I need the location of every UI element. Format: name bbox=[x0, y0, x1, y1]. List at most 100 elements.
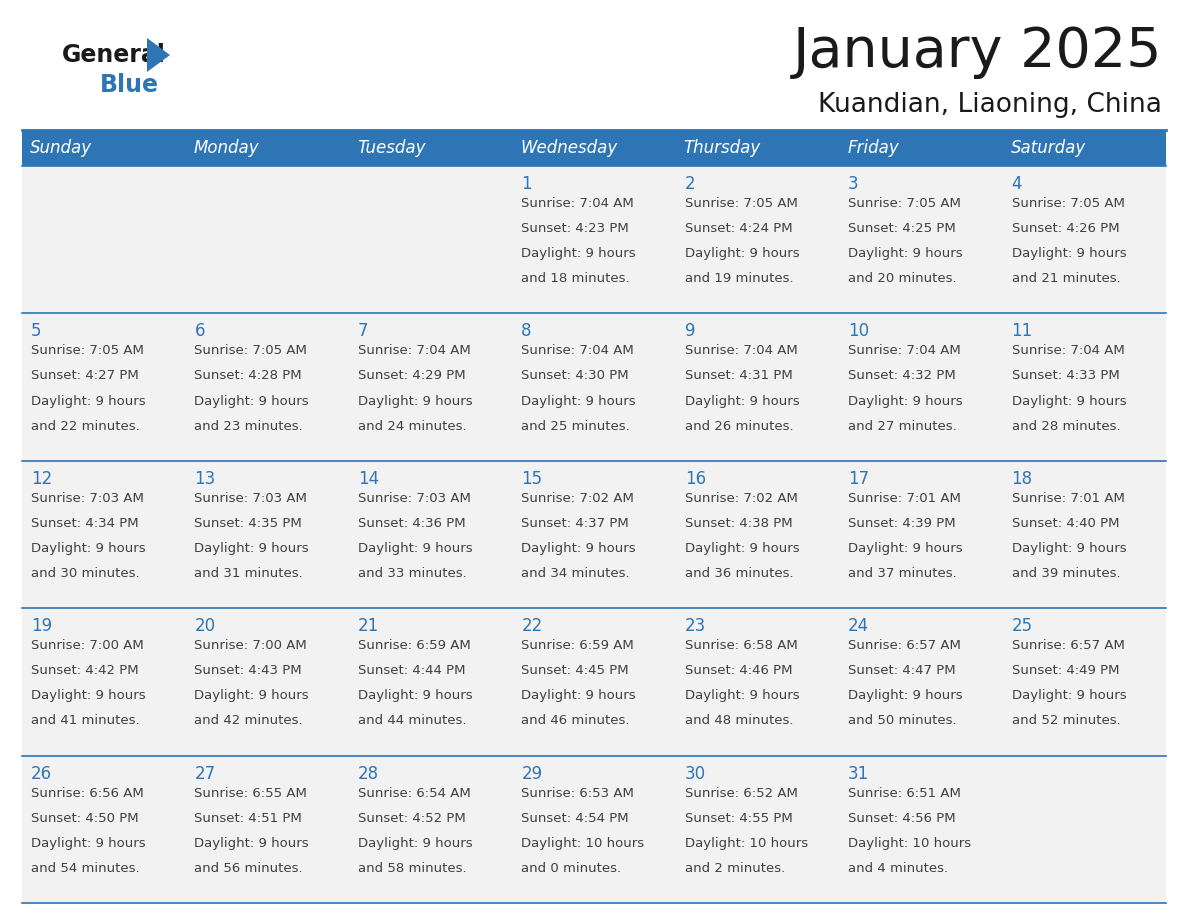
Text: Saturday: Saturday bbox=[1011, 139, 1086, 157]
Bar bbox=[185, 130, 349, 166]
Text: 28: 28 bbox=[358, 765, 379, 783]
Text: Daylight: 9 hours: Daylight: 9 hours bbox=[684, 247, 800, 260]
Text: and 2 minutes.: and 2 minutes. bbox=[684, 862, 785, 875]
Text: and 54 minutes.: and 54 minutes. bbox=[31, 862, 140, 875]
Text: Sunrise: 7:02 AM: Sunrise: 7:02 AM bbox=[522, 492, 634, 505]
Text: and 23 minutes.: and 23 minutes. bbox=[195, 420, 303, 432]
Text: 6: 6 bbox=[195, 322, 204, 341]
Text: 8: 8 bbox=[522, 322, 532, 341]
Text: Daylight: 9 hours: Daylight: 9 hours bbox=[31, 837, 146, 850]
Text: Sunset: 4:51 PM: Sunset: 4:51 PM bbox=[195, 812, 302, 824]
Text: Daylight: 9 hours: Daylight: 9 hours bbox=[1011, 247, 1126, 260]
Text: Sunrise: 7:03 AM: Sunrise: 7:03 AM bbox=[31, 492, 144, 505]
Text: Sunset: 4:49 PM: Sunset: 4:49 PM bbox=[1011, 665, 1119, 677]
Text: Sunrise: 6:54 AM: Sunrise: 6:54 AM bbox=[358, 787, 470, 800]
Text: 7: 7 bbox=[358, 322, 368, 341]
Text: Sunset: 4:30 PM: Sunset: 4:30 PM bbox=[522, 369, 628, 383]
Text: and 37 minutes.: and 37 minutes. bbox=[848, 567, 956, 580]
Text: Sunset: 4:55 PM: Sunset: 4:55 PM bbox=[684, 812, 792, 824]
Text: and 34 minutes.: and 34 minutes. bbox=[522, 567, 630, 580]
Text: 22: 22 bbox=[522, 617, 543, 635]
Text: and 33 minutes.: and 33 minutes. bbox=[358, 567, 467, 580]
Text: Sunrise: 7:03 AM: Sunrise: 7:03 AM bbox=[358, 492, 470, 505]
Text: Wednesday: Wednesday bbox=[520, 139, 618, 157]
Text: Sunset: 4:39 PM: Sunset: 4:39 PM bbox=[848, 517, 956, 530]
Text: Sunrise: 7:05 AM: Sunrise: 7:05 AM bbox=[195, 344, 308, 357]
Text: Daylight: 9 hours: Daylight: 9 hours bbox=[195, 395, 309, 408]
Bar bbox=[512, 130, 676, 166]
Text: Sunset: 4:29 PM: Sunset: 4:29 PM bbox=[358, 369, 466, 383]
Text: and 30 minutes.: and 30 minutes. bbox=[31, 567, 140, 580]
Bar bbox=[349, 130, 512, 166]
Text: Sunrise: 6:51 AM: Sunrise: 6:51 AM bbox=[848, 787, 961, 800]
Text: Sunrise: 6:57 AM: Sunrise: 6:57 AM bbox=[848, 639, 961, 652]
Text: Daylight: 9 hours: Daylight: 9 hours bbox=[684, 689, 800, 702]
Text: Daylight: 9 hours: Daylight: 9 hours bbox=[1011, 689, 1126, 702]
Text: Sunset: 4:36 PM: Sunset: 4:36 PM bbox=[358, 517, 466, 530]
Text: 19: 19 bbox=[31, 617, 52, 635]
Text: Daylight: 9 hours: Daylight: 9 hours bbox=[848, 395, 962, 408]
Text: Sunset: 4:47 PM: Sunset: 4:47 PM bbox=[848, 665, 956, 677]
Text: and 56 minutes.: and 56 minutes. bbox=[195, 862, 303, 875]
Text: and 46 minutes.: and 46 minutes. bbox=[522, 714, 630, 727]
Text: Sunset: 4:38 PM: Sunset: 4:38 PM bbox=[684, 517, 792, 530]
Text: and 39 minutes.: and 39 minutes. bbox=[1011, 567, 1120, 580]
Text: Sunset: 4:37 PM: Sunset: 4:37 PM bbox=[522, 517, 628, 530]
Text: Daylight: 9 hours: Daylight: 9 hours bbox=[522, 247, 636, 260]
Bar bbox=[839, 130, 1003, 166]
Text: Sunrise: 7:01 AM: Sunrise: 7:01 AM bbox=[848, 492, 961, 505]
Text: Sunrise: 7:05 AM: Sunrise: 7:05 AM bbox=[31, 344, 144, 357]
Text: and 20 minutes.: and 20 minutes. bbox=[848, 273, 956, 285]
Text: Sunset: 4:26 PM: Sunset: 4:26 PM bbox=[1011, 222, 1119, 235]
Text: 30: 30 bbox=[684, 765, 706, 783]
Text: Daylight: 9 hours: Daylight: 9 hours bbox=[848, 542, 962, 555]
Text: Daylight: 9 hours: Daylight: 9 hours bbox=[522, 689, 636, 702]
Text: Sunrise: 7:04 AM: Sunrise: 7:04 AM bbox=[358, 344, 470, 357]
Text: Sunrise: 7:04 AM: Sunrise: 7:04 AM bbox=[684, 344, 797, 357]
Text: Kuandian, Liaoning, China: Kuandian, Liaoning, China bbox=[819, 92, 1162, 118]
Text: and 4 minutes.: and 4 minutes. bbox=[848, 862, 948, 875]
Text: Daylight: 9 hours: Daylight: 9 hours bbox=[358, 395, 473, 408]
Text: Daylight: 9 hours: Daylight: 9 hours bbox=[848, 689, 962, 702]
Text: Sunset: 4:34 PM: Sunset: 4:34 PM bbox=[31, 517, 139, 530]
Text: Sunset: 4:23 PM: Sunset: 4:23 PM bbox=[522, 222, 628, 235]
Text: Sunset: 4:54 PM: Sunset: 4:54 PM bbox=[522, 812, 628, 824]
Text: Sunset: 4:50 PM: Sunset: 4:50 PM bbox=[31, 812, 139, 824]
Text: 17: 17 bbox=[848, 470, 870, 487]
Text: and 52 minutes.: and 52 minutes. bbox=[1011, 714, 1120, 727]
Bar bbox=[23, 609, 1165, 756]
Text: Sunday: Sunday bbox=[30, 139, 93, 157]
Text: 4: 4 bbox=[1011, 175, 1022, 193]
Text: Sunset: 4:44 PM: Sunset: 4:44 PM bbox=[358, 665, 466, 677]
Text: Sunset: 4:35 PM: Sunset: 4:35 PM bbox=[195, 517, 302, 530]
Text: 23: 23 bbox=[684, 617, 706, 635]
Text: 15: 15 bbox=[522, 470, 543, 487]
Text: and 44 minutes.: and 44 minutes. bbox=[358, 714, 467, 727]
Text: and 50 minutes.: and 50 minutes. bbox=[848, 714, 956, 727]
Text: Sunrise: 6:53 AM: Sunrise: 6:53 AM bbox=[522, 787, 634, 800]
Text: Sunset: 4:56 PM: Sunset: 4:56 PM bbox=[848, 812, 956, 824]
Text: and 25 minutes.: and 25 minutes. bbox=[522, 420, 630, 432]
Bar bbox=[23, 756, 1165, 903]
Text: 1: 1 bbox=[522, 175, 532, 193]
Bar bbox=[23, 166, 1165, 313]
Text: and 24 minutes.: and 24 minutes. bbox=[358, 420, 467, 432]
Text: and 26 minutes.: and 26 minutes. bbox=[684, 420, 794, 432]
Text: Sunrise: 7:05 AM: Sunrise: 7:05 AM bbox=[684, 197, 797, 210]
Text: and 58 minutes.: and 58 minutes. bbox=[358, 862, 467, 875]
Text: and 18 minutes.: and 18 minutes. bbox=[522, 273, 630, 285]
Text: Sunrise: 7:04 AM: Sunrise: 7:04 AM bbox=[1011, 344, 1124, 357]
Text: Monday: Monday bbox=[194, 139, 259, 157]
Text: and 27 minutes.: and 27 minutes. bbox=[848, 420, 956, 432]
Text: Sunset: 4:28 PM: Sunset: 4:28 PM bbox=[195, 369, 302, 383]
Text: 5: 5 bbox=[31, 322, 42, 341]
Text: Sunrise: 7:05 AM: Sunrise: 7:05 AM bbox=[1011, 197, 1125, 210]
Text: Sunrise: 6:57 AM: Sunrise: 6:57 AM bbox=[1011, 639, 1125, 652]
Text: 29: 29 bbox=[522, 765, 543, 783]
Text: Sunrise: 6:56 AM: Sunrise: 6:56 AM bbox=[31, 787, 144, 800]
Text: 16: 16 bbox=[684, 470, 706, 487]
Text: Daylight: 9 hours: Daylight: 9 hours bbox=[31, 395, 146, 408]
Text: Daylight: 9 hours: Daylight: 9 hours bbox=[195, 837, 309, 850]
Text: Sunrise: 7:00 AM: Sunrise: 7:00 AM bbox=[195, 639, 308, 652]
Bar bbox=[23, 461, 1165, 609]
